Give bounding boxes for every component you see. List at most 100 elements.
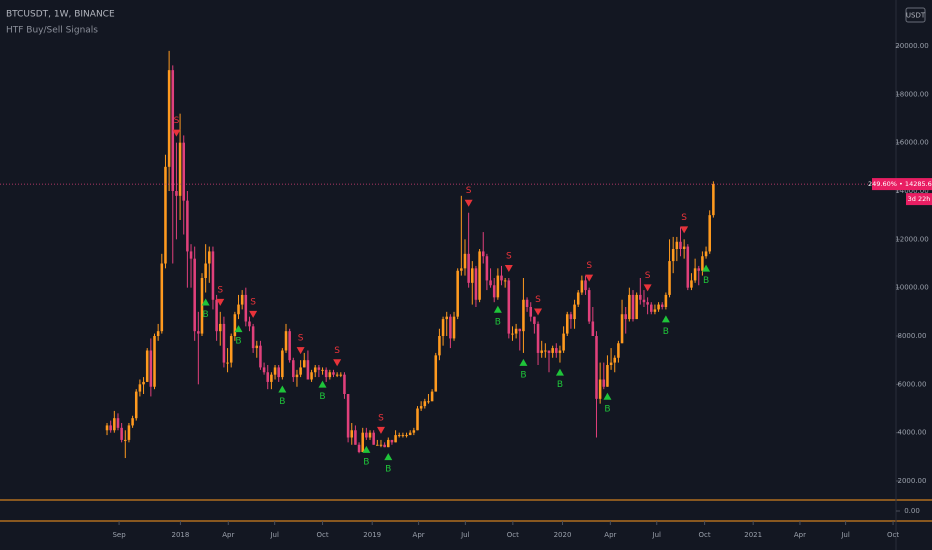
candle-body [576,292,580,305]
candle-body [639,294,642,300]
candle-body [551,348,554,353]
candle-body [664,294,668,308]
candle-body [390,439,394,443]
buy-label: B [203,310,209,320]
buy-signal [603,392,612,400]
x-tick-label: 2019 [363,531,381,539]
candle-body [229,336,233,363]
candle-body [518,328,522,332]
candle-body [628,294,631,320]
candle-body [200,278,204,334]
currency-box[interactable] [905,7,926,23]
candle-body [646,302,649,305]
x-tick-label: Jul [460,531,470,539]
candle-body [248,321,251,327]
sell-signal [249,310,258,318]
candle-body [584,280,587,291]
candle-body [233,314,237,337]
buy-label: B [385,465,391,475]
sell-label: S [217,285,223,295]
y-tick-label: 16000.00 [895,139,928,147]
candle-body [208,251,211,264]
candle-body [193,258,196,332]
sell-label: S [174,116,180,126]
sell-label: S [466,186,472,196]
candle-body [339,374,343,376]
candle-body [507,280,511,334]
candle-body [602,379,606,387]
candle-body [365,432,368,438]
candle-body [449,316,452,339]
sell-signal [534,308,543,316]
candle-body [423,401,427,407]
candle-body [262,367,266,373]
candle-body [434,355,438,392]
candle-body [598,379,602,399]
candle-body [277,367,280,378]
candle-body [324,369,328,378]
candle-body [704,251,708,257]
buy-signal [493,305,502,313]
candle-body [445,316,448,320]
candle-body [160,263,164,332]
sell-signal [504,265,513,273]
candle-body [317,367,321,370]
sell-signal [464,199,473,207]
buy-signal [384,453,393,461]
candle-body [335,374,339,376]
buy-signal [278,385,287,393]
osc-tick-label: 0.00 [904,507,920,515]
last-price-label: 249.60% • 14285.64 [868,180,932,188]
candle-body [171,70,175,191]
candle-body [708,215,711,252]
candle-body [533,316,536,324]
candle-body [580,280,584,293]
buy-signal [318,380,327,388]
candle-body [522,299,525,332]
candle-body [500,275,503,281]
sell-label: S [645,271,651,281]
candle-body [346,394,350,438]
candle-body [558,350,562,353]
candle-body [701,256,704,271]
sell-signal [333,359,342,367]
candle-body [383,444,386,448]
candle-body [109,425,112,431]
candle-body [712,184,715,216]
x-tick-label: Apr [604,531,616,539]
buy-label: B [520,370,526,380]
sell-signal [172,129,181,137]
x-tick-label: Apr [794,531,806,539]
candle-body [244,294,248,322]
candle-body [376,444,379,446]
sell-label: S [506,252,512,262]
candle-body [456,270,459,317]
indicator-name: HTF Buy/Sell Signals [6,26,98,36]
sell-label: S [250,297,256,307]
x-tick-label: Oct [887,531,899,539]
candle-body [164,166,167,264]
candle-body [218,323,222,332]
candle-body [587,290,591,322]
candle-body [544,350,547,352]
buy-signal [555,368,564,376]
candle-body [328,372,332,378]
candle-body [412,430,416,433]
candle-body [354,430,357,445]
buy-label: B [235,337,241,347]
currency[interactable]: USDT [906,12,926,20]
candle-body [240,294,244,305]
candle-body [182,142,186,201]
candle-body [127,425,131,440]
candle-body [653,309,657,312]
candle-body [310,372,313,380]
candle-body [525,299,529,308]
y-tick-label: 20000.00 [895,42,928,50]
candle-body [565,314,569,334]
candle-body [113,418,116,431]
candle-body [149,350,153,387]
sell-label: S [378,413,384,423]
buy-signal [661,315,670,323]
